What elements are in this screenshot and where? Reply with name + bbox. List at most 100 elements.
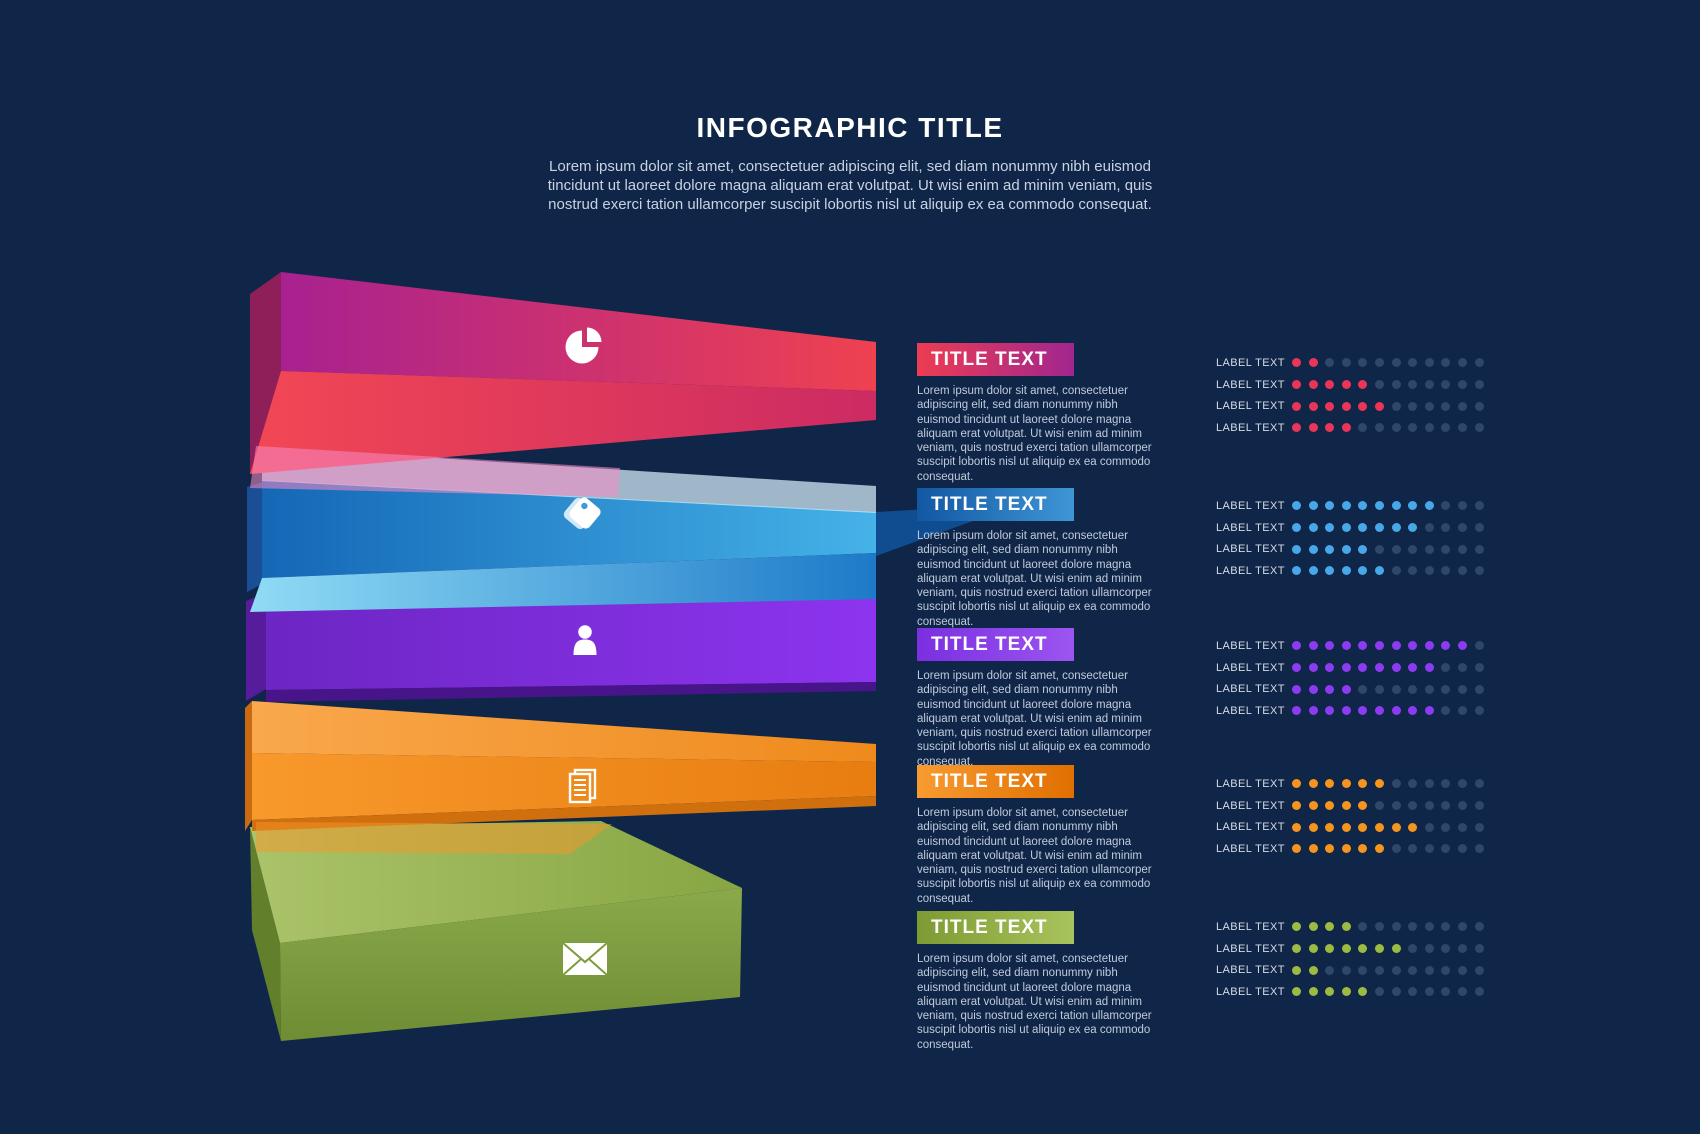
label-row: LABEL TEXT — [1216, 981, 1506, 1003]
progress-dot — [1325, 641, 1335, 651]
label-text: LABEL TEXT — [1216, 920, 1285, 933]
progress-dot — [1441, 544, 1451, 554]
progress-dot — [1474, 566, 1484, 576]
progress-dot — [1441, 965, 1451, 975]
progress-dot — [1358, 663, 1368, 673]
progress-dot — [1308, 844, 1318, 854]
progress-dot — [1474, 801, 1484, 811]
progress-dot — [1457, 544, 1467, 554]
progress-dot — [1441, 944, 1451, 954]
label-row: LABEL TEXT — [1216, 816, 1506, 838]
progress-dot — [1292, 358, 1301, 368]
label-row: LABEL TEXT — [1216, 395, 1506, 417]
progress-dot — [1391, 684, 1401, 694]
progress-dot — [1325, 358, 1335, 368]
progress-dot — [1292, 423, 1301, 433]
progress-dot — [1358, 922, 1368, 932]
progress-dots — [1292, 801, 1484, 811]
user-icon — [573, 625, 597, 655]
progress-dot — [1441, 801, 1451, 811]
progress-dot — [1408, 801, 1418, 811]
progress-dot — [1374, 358, 1384, 368]
progress-dot — [1424, 566, 1434, 576]
progress-dot — [1391, 922, 1401, 932]
progress-dot — [1325, 844, 1335, 854]
progress-dot — [1391, 401, 1401, 411]
progress-dot — [1474, 684, 1484, 694]
page-subtitle: Lorem ipsum dolor sit amet, consectetuer… — [547, 158, 1153, 214]
group-description: Lorem ipsum dolor sit amet, consectetuer… — [917, 530, 1152, 628]
progress-dot — [1424, 844, 1434, 854]
progress-dot — [1374, 844, 1384, 854]
progress-dot — [1325, 501, 1335, 511]
label-row: LABEL TEXT — [1216, 657, 1506, 679]
progress-dot — [1457, 779, 1467, 789]
progress-dot — [1358, 501, 1368, 511]
progress-dots — [1292, 523, 1484, 533]
progress-dot — [1374, 822, 1384, 832]
progress-dot — [1474, 706, 1484, 716]
progress-dot — [1374, 663, 1384, 673]
progress-dot — [1308, 501, 1318, 511]
progress-dot — [1457, 987, 1467, 997]
progress-dot — [1374, 706, 1384, 716]
progress-dot — [1424, 822, 1434, 832]
progress-dot — [1374, 965, 1384, 975]
progress-dot — [1457, 663, 1467, 673]
info-group-green: TITLE TEXT Lorem ipsum dolor sit amet, c… — [917, 911, 1159, 1052]
progress-dot — [1474, 663, 1484, 673]
progress-dot — [1308, 380, 1318, 390]
progress-dot — [1374, 801, 1384, 811]
progress-dot — [1441, 663, 1451, 673]
progress-dot — [1292, 987, 1301, 997]
progress-dot — [1457, 501, 1467, 511]
progress-dot — [1374, 641, 1384, 651]
progress-dot — [1325, 423, 1335, 433]
label-row: LABEL TEXT — [1216, 959, 1506, 981]
label-group-orange: LABEL TEXT LABEL TEXT LABEL TEXT LABEL TEXT — [1216, 773, 1506, 860]
progress-dot — [1408, 641, 1418, 651]
progress-dot — [1325, 801, 1335, 811]
progress-dot — [1341, 566, 1351, 576]
progress-dot — [1424, 684, 1434, 694]
info-group-orange: TITLE TEXT Lorem ipsum dolor sit amet, c… — [917, 765, 1159, 906]
progress-dot — [1441, 684, 1451, 694]
label-text: LABEL TEXT — [1216, 683, 1285, 696]
progress-dot — [1374, 987, 1384, 997]
progress-dot — [1341, 501, 1351, 511]
progress-dot — [1441, 706, 1451, 716]
progress-dot — [1341, 684, 1351, 694]
progress-dots — [1292, 844, 1484, 854]
progress-dot — [1441, 844, 1451, 854]
progress-dot — [1358, 523, 1368, 533]
progress-dot — [1374, 944, 1384, 954]
progress-dot — [1424, 401, 1434, 411]
progress-dot — [1374, 380, 1384, 390]
progress-dot — [1391, 523, 1401, 533]
group-title-bar: TITLE TEXT — [917, 628, 1074, 661]
progress-dot — [1391, 380, 1401, 390]
group-title-bar: TITLE TEXT — [917, 911, 1074, 944]
progress-dot — [1308, 822, 1318, 832]
progress-dot — [1325, 684, 1335, 694]
progress-dot — [1292, 779, 1301, 789]
progress-dot — [1325, 544, 1335, 554]
progress-dot — [1457, 566, 1467, 576]
label-row: LABEL TEXT — [1216, 938, 1506, 960]
progress-dot — [1341, 944, 1351, 954]
progress-dot — [1308, 944, 1318, 954]
progress-dot — [1341, 423, 1351, 433]
progress-dot — [1325, 922, 1335, 932]
progress-dot — [1325, 706, 1335, 716]
progress-dot — [1325, 566, 1335, 576]
progress-dot — [1292, 401, 1301, 411]
progress-dot — [1292, 501, 1301, 511]
progress-dot — [1457, 358, 1467, 368]
progress-dot — [1391, 965, 1401, 975]
progress-dot — [1308, 641, 1318, 651]
progress-dot — [1358, 641, 1368, 651]
progress-dots — [1292, 663, 1484, 673]
progress-dots — [1292, 965, 1484, 975]
label-text: LABEL TEXT — [1216, 421, 1285, 434]
